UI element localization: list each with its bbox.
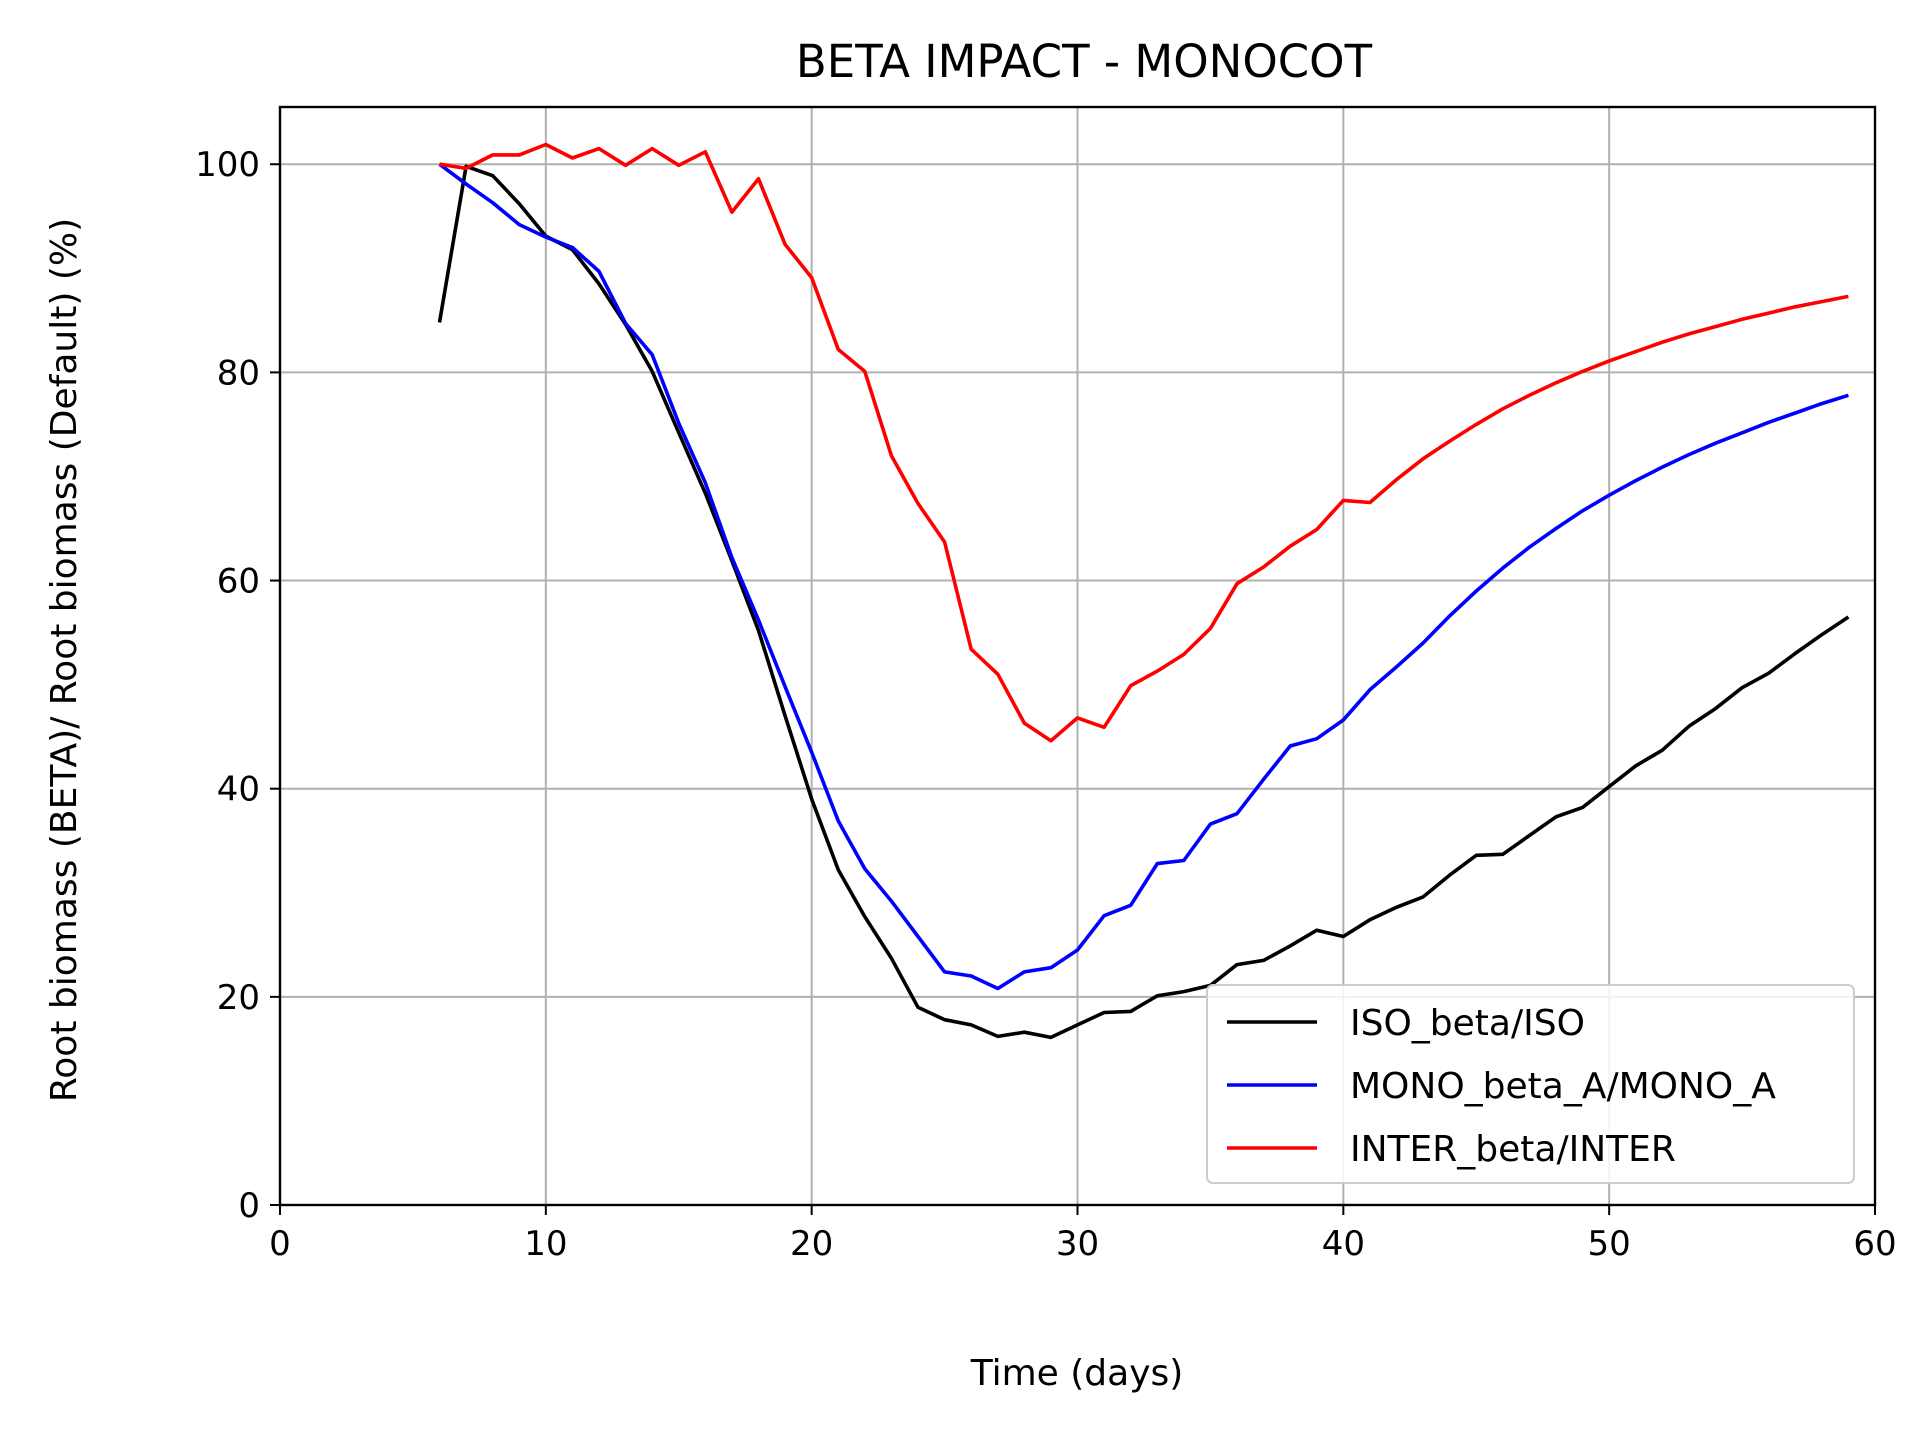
- x-tick-labels: 0 10 20 30 40 50 60: [269, 1224, 1896, 1264]
- x-tick-label: 30: [1056, 1224, 1099, 1264]
- series-line-2: [439, 142, 1849, 743]
- x-tick-label: 50: [1588, 1224, 1631, 1264]
- x-tick-label: 10: [524, 1224, 567, 1264]
- y-tick-labels: 0 20 40 60 80 100: [195, 145, 260, 1226]
- grid-lines: [279, 107, 1876, 1205]
- y-tick-label: 0: [238, 1186, 260, 1226]
- y-tick-label: 40: [217, 770, 260, 810]
- x-tick-label: 60: [1853, 1224, 1896, 1264]
- legend-label: ISO_beta/ISO: [1350, 1003, 1585, 1044]
- x-tick-label: 20: [790, 1224, 833, 1264]
- legend-box: [1206, 984, 1855, 1184]
- x-tick-label: 40: [1322, 1224, 1365, 1264]
- x-tick-label: 0: [269, 1224, 291, 1264]
- y-tick-label: 60: [217, 562, 260, 602]
- legend-label: MONO_beta_A/MONO_A: [1350, 1066, 1776, 1107]
- chart-title: BETA IMPACT - MONOCOT: [796, 35, 1373, 88]
- y-tick-label: 80: [217, 353, 260, 393]
- legend-label: INTER_beta/INTER: [1350, 1129, 1676, 1170]
- axis-ticks: [270, 163, 1876, 1215]
- y-tick-label: 20: [217, 978, 260, 1018]
- y-tick-label: 100: [195, 145, 260, 185]
- series-line-1: [438, 162, 1849, 991]
- y-axis-label: Root biomass (BETA)/ Root biomass (Defau…: [44, 218, 85, 1102]
- legend-entries: ISO_beta/ISO MONO_beta_A/MONO_A INTER_beta…: [1227, 1003, 1776, 1170]
- legend: ISO_beta/ISO MONO_beta_A/MONO_A INTER_beta…: [1206, 984, 1855, 1184]
- x-axis-label: Time (days): [970, 1353, 1184, 1394]
- series-lines: [437, 142, 1850, 1040]
- series-line-0: [437, 164, 1850, 1040]
